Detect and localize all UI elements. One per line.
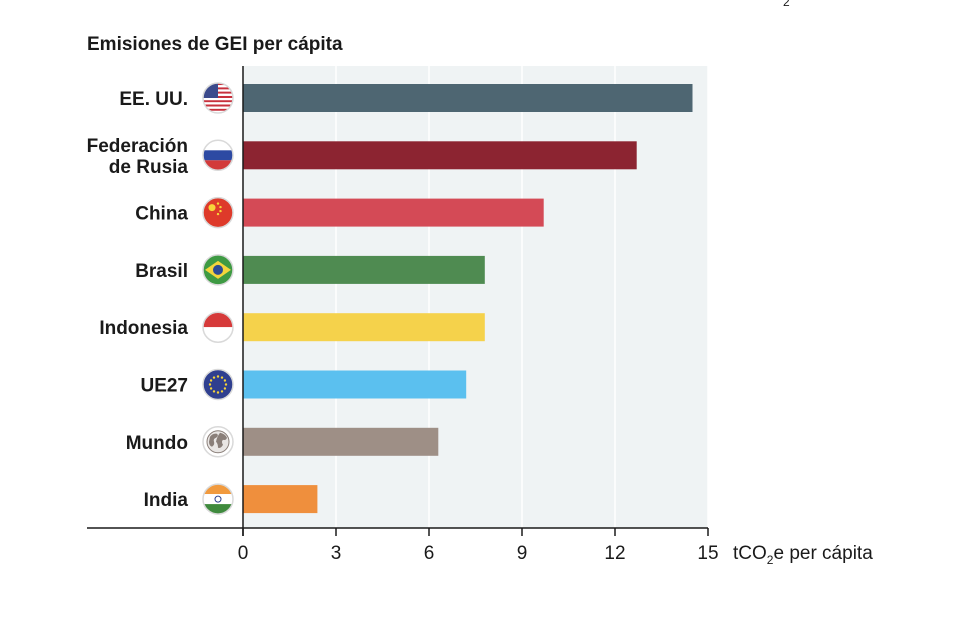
flag-eu-icon bbox=[202, 368, 234, 401]
category-label-3: Brasil bbox=[135, 261, 188, 282]
category-label-line: Indonesia bbox=[99, 318, 188, 339]
flag-brazil-icon bbox=[202, 254, 234, 286]
bar-0 bbox=[243, 84, 693, 112]
unit-subscript: 2 bbox=[767, 553, 774, 567]
flag-icons bbox=[202, 82, 234, 515]
tick-label-9: 9 bbox=[517, 543, 528, 564]
bar-3 bbox=[243, 255, 485, 284]
category-label-line: Brasil bbox=[135, 261, 188, 282]
tick-label-3: 3 bbox=[331, 543, 342, 564]
bar-5 bbox=[243, 370, 467, 399]
category-label-7: India bbox=[144, 490, 189, 511]
tick-label-0: 0 bbox=[238, 543, 249, 564]
chart-title: Emisiones de GEI per cápita bbox=[87, 34, 343, 55]
bar-7 bbox=[243, 485, 318, 514]
corner-mark: 2 bbox=[783, 0, 790, 9]
bar-6 bbox=[243, 427, 439, 456]
tick-label-15: 15 bbox=[697, 543, 718, 564]
flag-india-icon bbox=[202, 483, 234, 515]
bar-2 bbox=[243, 198, 544, 227]
category-labels: EE. UU. Federación de Rusia China Brasil Indo… bbox=[87, 89, 189, 511]
category-label-line: de Rusia bbox=[109, 157, 189, 178]
category-label-line: China bbox=[135, 204, 188, 225]
category-label-4: Indonesia bbox=[99, 318, 188, 339]
category-label-line: Mundo bbox=[126, 433, 188, 454]
unit-prefix: tCO bbox=[733, 543, 767, 564]
flag-russia-icon bbox=[202, 139, 234, 172]
bar-1 bbox=[243, 141, 637, 170]
category-label-5: UE27 bbox=[140, 376, 188, 397]
tick-label-12: 12 bbox=[604, 543, 625, 564]
x-ticks: 0 3 6 9 12 15 bbox=[238, 528, 719, 564]
category-label-line: EE. UU. bbox=[119, 89, 188, 110]
plot-background bbox=[243, 66, 708, 528]
category-label-line: India bbox=[144, 490, 189, 511]
tick-label-6: 6 bbox=[424, 543, 435, 564]
category-label-6: Mundo bbox=[126, 433, 188, 454]
category-label-2: China bbox=[135, 204, 188, 225]
x-axis-unit-label: tCO2e per cápita bbox=[733, 543, 873, 567]
flag-usa-icon bbox=[202, 82, 234, 114]
category-label-0: EE. UU. bbox=[119, 89, 188, 110]
category-label-line: UE27 bbox=[140, 376, 188, 397]
bar-4 bbox=[243, 313, 485, 342]
flag-indonesia-icon bbox=[202, 311, 234, 343]
category-label-line: Federación bbox=[87, 136, 188, 157]
bars bbox=[243, 84, 693, 514]
globe-icon bbox=[202, 426, 234, 458]
unit-suffix: e per cápita bbox=[773, 543, 873, 564]
flag-china-icon bbox=[202, 196, 234, 229]
category-label-1: Federación de Rusia bbox=[87, 136, 189, 178]
